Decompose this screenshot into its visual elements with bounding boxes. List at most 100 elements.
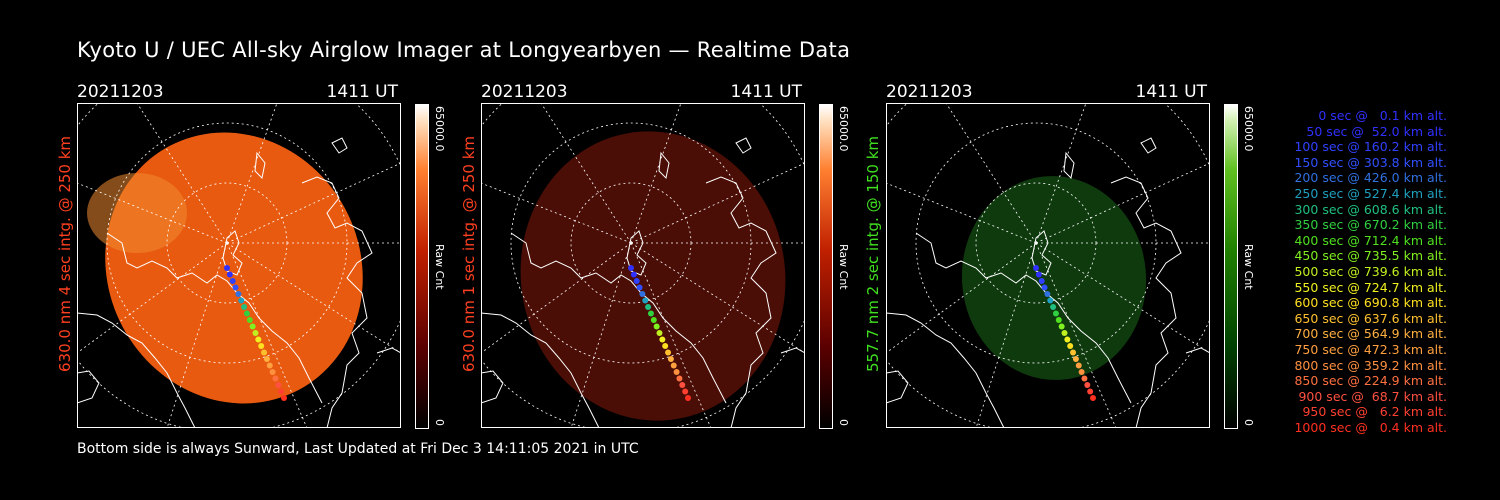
trajectory-point: [659, 336, 666, 343]
longitude-grid-line: [77, 242, 228, 354]
panel-2-map: [481, 103, 805, 428]
legend-row: 200 sec @ 426.0 km alt.: [1294, 170, 1447, 186]
panel-1-colorbar: [415, 104, 429, 429]
legend-row: 750 sec @ 472.3 km alt.: [1294, 341, 1447, 357]
trajectory-point: [266, 362, 273, 369]
trajectory-point: [673, 369, 680, 375]
longitude-grid-line: [226, 162, 401, 244]
panel-1-cb-title: Raw Cnt: [433, 244, 446, 290]
trajectory-point: [670, 362, 677, 369]
trajectory-point: [1052, 310, 1059, 317]
trajectory-point: [1038, 278, 1045, 284]
trajectory-point: [1058, 323, 1065, 330]
trajectory-point: [1033, 265, 1039, 271]
trajectory-point: [1072, 356, 1079, 362]
trajectory-point: [656, 330, 663, 336]
trajectory-point: [278, 388, 285, 395]
trajectory-point: [235, 291, 242, 297]
trajectory-point: [667, 356, 674, 362]
trajectory-point: [1087, 388, 1094, 395]
trajectory-point: [665, 349, 672, 356]
trajectory-point: [628, 265, 634, 271]
panel-3-cb-max: 65000.0: [1242, 106, 1255, 152]
airglow-bright-region: [87, 173, 187, 253]
panel-1-cb-max: 65000.0: [433, 106, 446, 152]
trajectory-point: [1061, 330, 1068, 336]
panel-2-date: 20211203: [481, 82, 568, 102]
trajectory-point: [1050, 304, 1057, 310]
trajectory-point: [679, 382, 686, 388]
trajectory-point: [685, 395, 691, 401]
trajectory-point: [1078, 369, 1085, 375]
coastline: [481, 137, 805, 428]
panel-2-colorbar: [819, 104, 833, 429]
panel-2-time: 1411 UT: [730, 82, 803, 102]
legend-row: 400 sec @ 712.4 km alt.: [1294, 232, 1447, 248]
trajectory-point: [676, 375, 683, 382]
coastline: [77, 137, 401, 428]
trajectory-point: [246, 317, 253, 323]
longitude-grid-line: [1035, 162, 1210, 244]
trajectory-point: [1041, 284, 1048, 291]
panel-3-cb-min: 0: [1242, 419, 1255, 426]
legend-row: 800 sec @ 359.2 km alt.: [1294, 357, 1447, 373]
trajectory-point: [229, 278, 236, 284]
panel-1-cb-min: 0: [433, 419, 446, 426]
panel-1-label: 630.0 nm 4 sec intg. @ 250 km: [56, 135, 74, 372]
longitude-grid-line: [1035, 242, 1117, 428]
panel-2-cb-min: 0: [837, 419, 850, 426]
panel-1-map: [77, 103, 401, 428]
trajectory-point: [1090, 395, 1096, 401]
trajectory-point: [249, 323, 256, 330]
trajectory-point: [636, 284, 643, 291]
panel-frame: [481, 103, 805, 428]
longitude-grid-line: [630, 162, 805, 244]
legend-row: 450 sec @ 735.5 km alt.: [1294, 248, 1447, 264]
trajectory-point: [226, 271, 233, 278]
trajectory-point: [1081, 375, 1088, 382]
footer-status: Bottom side is always Sunward, Last Upda…: [77, 441, 639, 457]
trajectory-point: [241, 304, 248, 310]
trajectory-point: [1070, 349, 1077, 356]
panel-1-date: 20211203: [77, 82, 164, 102]
longitude-grid-line: [886, 242, 1037, 354]
trajectory-point: [1075, 362, 1082, 369]
trajectory-point: [252, 330, 259, 336]
trajectory-point: [1084, 382, 1091, 388]
longitude-grid-line: [630, 242, 805, 354]
trajectory-point: [633, 278, 640, 284]
panel-3-label: 557.7 nm 2 sec intg. @ 150 km: [864, 135, 882, 372]
trajectory-point: [630, 271, 637, 278]
airglow-image: [105, 132, 363, 404]
panel-3-time: 1411 UT: [1135, 82, 1208, 102]
legend-row: 1000 sec @ 0.4 km alt.: [1294, 419, 1447, 435]
legend-row: 550 sec @ 724.7 km alt.: [1294, 279, 1447, 295]
panel-3-cb-title: Raw Cnt: [1242, 244, 1255, 290]
panel-3-colorbar: [1224, 104, 1238, 429]
page-title: Kyoto U / UEC All-sky Airglow Imager at …: [77, 38, 851, 62]
legend-row: 100 sec @ 160.2 km alt.: [1294, 139, 1447, 155]
trajectory-point: [272, 375, 279, 382]
panel-2-label: 630.0 nm 1 sec intg. @ 250 km: [460, 135, 478, 372]
longitude-grid-line: [481, 242, 632, 354]
legend-row: 900 sec @ 68.7 km alt.: [1298, 388, 1447, 404]
legend-row: 700 sec @ 564.9 km alt.: [1294, 326, 1447, 342]
legend-row: 350 sec @ 670.2 km alt.: [1294, 217, 1447, 233]
panel-3-date: 20211203: [886, 82, 973, 102]
trajectory-point: [645, 304, 652, 310]
legend-row: 850 sec @ 224.9 km alt.: [1294, 373, 1447, 389]
trajectory-point: [258, 343, 265, 349]
longitude-grid-line: [1035, 242, 1210, 354]
trajectory-point: [1064, 336, 1071, 343]
panel-frame: [886, 103, 1210, 428]
legend-row: 50 sec @ 52.0 km alt.: [1306, 123, 1447, 139]
legend-row: 650 sec @ 637.6 km alt.: [1294, 310, 1447, 326]
trajectory-point: [650, 317, 657, 323]
trajectory-point: [281, 395, 287, 401]
trajectory-point: [263, 356, 270, 362]
longitude-grid-line: [481, 182, 632, 244]
longitude-grid-line: [226, 242, 401, 354]
trajectory-point: [1044, 291, 1051, 297]
trajectory-point: [639, 291, 646, 297]
coastline: [886, 137, 1210, 428]
